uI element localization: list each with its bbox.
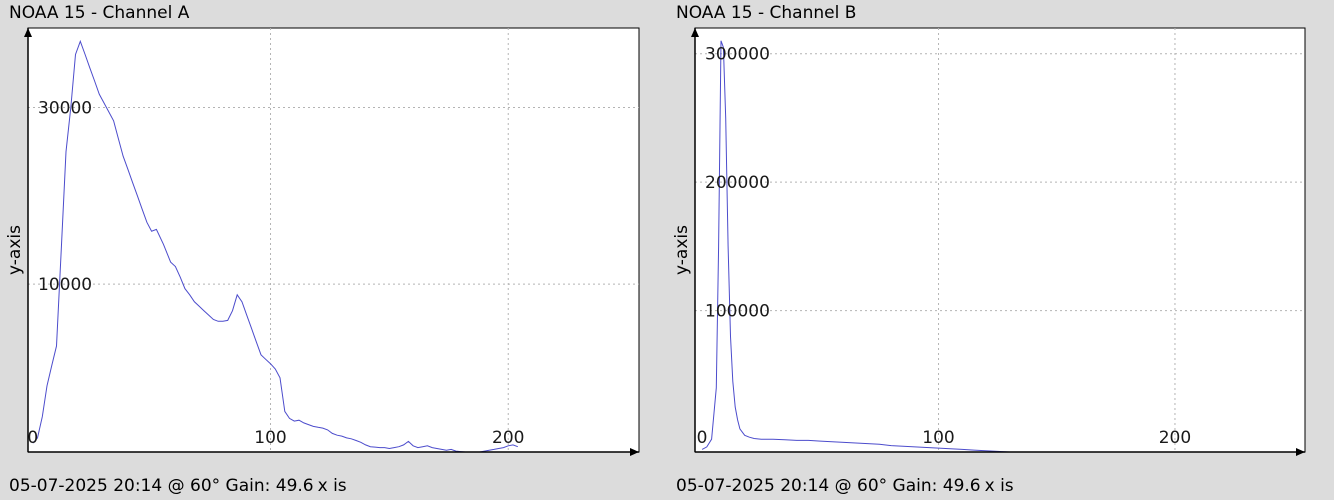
chart-footer: 05-07-2025 20:14 @ 60° Gain: 49.6 x is — [9, 476, 347, 496]
chart-title: NOAA 15 - Channel A — [9, 3, 190, 23]
y-tick-label: 10000 — [38, 275, 92, 295]
chart-panel-channel-b: NOAA 15 - Channel B 0 100 200 100000 200000 3… — [667, 0, 1334, 500]
x-axis-label: x is — [317, 476, 347, 496]
x-tick-label: 0 — [697, 428, 708, 448]
chart-canvas-channel-a: 0 100 200 10000 30000 y-axis — [5, 27, 640, 456]
plot-area — [694, 27, 1306, 453]
y-tick-label: 200000 — [705, 173, 770, 193]
chart-title: NOAA 15 - Channel B — [676, 3, 857, 23]
y-axis-arrow — [24, 28, 32, 37]
chart-panel-channel-a: NOAA 15 - Channel A 0 100 200 10000 30000 y-a… — [0, 0, 662, 500]
x-tick-label: 200 — [492, 428, 524, 448]
x-tick-label: 200 — [1159, 428, 1191, 448]
x-tick-label: 0 — [27, 428, 38, 448]
plot-area — [27, 27, 640, 453]
y-tick-label: 100000 — [705, 302, 770, 322]
series-line — [701, 40, 1010, 453]
y-tick-label: 300000 — [705, 45, 770, 65]
x-axis-arrow — [630, 448, 639, 456]
y-tick-label: 30000 — [38, 99, 92, 119]
y-axis-label: y-axis — [672, 225, 692, 275]
series-line — [32, 39, 518, 453]
chart-footer: 05-07-2025 20:14 @ 60° Gain: 49.6 x is — [676, 476, 1014, 496]
x-tick-label: 100 — [254, 428, 286, 448]
x-axis-arrow — [1296, 448, 1305, 456]
y-axis-label: y-axis — [5, 225, 25, 275]
y-axis-arrow — [691, 28, 699, 37]
x-tick-label: 100 — [922, 428, 954, 448]
timestamp-gain-text: 05-07-2025 20:14 @ 60° Gain: 49.6 — [9, 476, 314, 496]
timestamp-gain-text: 05-07-2025 20:14 @ 60° Gain: 49.6 — [676, 476, 981, 496]
chart-canvas-channel-b: 0 100 200 100000 200000 300000 y-axis — [672, 27, 1306, 456]
x-axis-label: x is — [984, 476, 1014, 496]
